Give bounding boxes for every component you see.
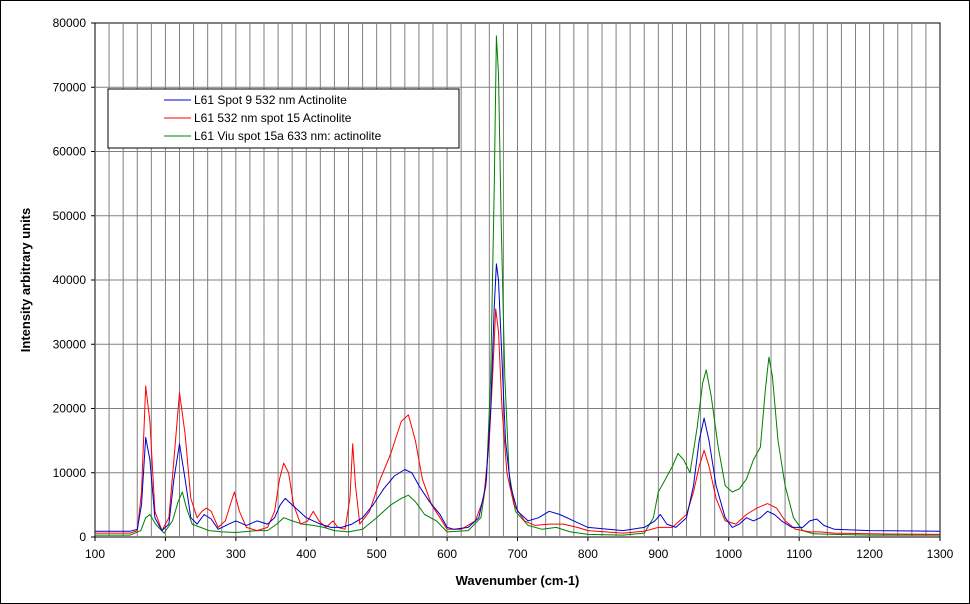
x-tick-label: 100 [85, 547, 105, 561]
series-line-3 [95, 35, 940, 536]
y-tick-label: 80000 [53, 16, 87, 30]
legend: L61 Spot 9 532 nm Actinolite L61 532 nm s… [107, 88, 460, 149]
series-layer [95, 35, 941, 536]
y-tick-label: 50000 [53, 209, 87, 223]
y-tick-label: 60000 [53, 145, 87, 159]
y-tick-label: 40000 [53, 273, 87, 287]
x-tick-label: 600 [437, 547, 457, 561]
y-tick-label: 0 [79, 530, 86, 544]
x-tick-label: 400 [296, 547, 316, 561]
x-tick-label: 700 [507, 547, 527, 561]
y-tick-label: 10000 [53, 466, 87, 480]
x-tick-label: 1300 [927, 547, 954, 561]
x-tick-label: 1000 [715, 547, 742, 561]
x-tick-label: 900 [648, 547, 668, 561]
y-tick-label: 20000 [53, 402, 87, 416]
x-axis-title: Wavenumber (cm-1) [456, 573, 580, 588]
x-tick-label: 800 [578, 547, 598, 561]
y-tick-label: 30000 [53, 337, 87, 351]
legend-label-3: L61 Viu spot 15a 633 nm: actinolite [194, 129, 382, 143]
y-axis-title: Intensity arbitrary units [18, 208, 33, 352]
x-tick-label: 200 [155, 547, 175, 561]
tick-labels: 100 200 300 400 500 600 700 800 900 1000 1100 1200 1… [53, 16, 954, 561]
y-tick-label: 70000 [53, 80, 87, 94]
x-tick-label: 1200 [856, 547, 883, 561]
legend-label-2: L61 532 nm spot 15 Actinolite [194, 111, 352, 125]
x-tick-label: 300 [226, 547, 246, 561]
series-line-2 [95, 308, 941, 535]
legend-label-1: L61 Spot 9 532 nm Actinolite [194, 93, 347, 107]
x-tick-label: 500 [367, 547, 387, 561]
series-line-1 [95, 263, 941, 532]
x-tick-label: 1100 [786, 547, 812, 561]
